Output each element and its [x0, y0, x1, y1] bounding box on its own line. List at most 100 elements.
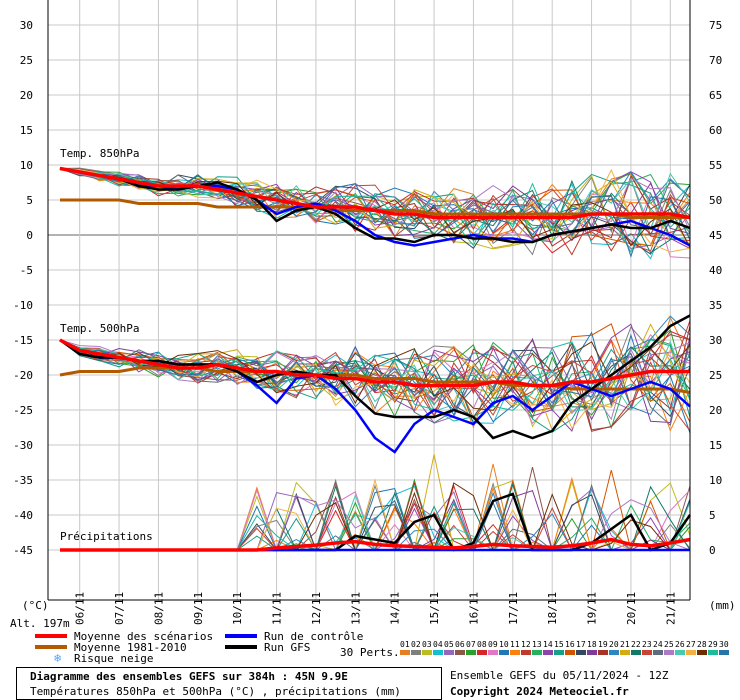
pert-legend-number: 19 [598, 640, 608, 649]
pert-legend-swatch [609, 650, 619, 655]
right-tick-label: 35 [709, 299, 722, 312]
x-date-label: 14/11 [389, 592, 402, 625]
legend-swatch-mean [35, 634, 67, 638]
legend-label-control: Run de contrôle [264, 630, 363, 643]
section-label-t500: Temp. 500hPa [60, 322, 139, 335]
right-tick-label: 65 [709, 89, 722, 102]
left-tick-label: 15 [20, 124, 33, 137]
left-tick-label: -40 [13, 509, 33, 522]
main-series [59, 166, 692, 552]
right-tick-label: 75 [709, 19, 722, 32]
section-label-t850: Temp. 850hPa [60, 147, 139, 160]
left-tick-label: 20 [20, 89, 33, 102]
right-tick-label: 55 [709, 159, 722, 172]
pert-legend-number: 13 [532, 640, 542, 649]
pert-legend-number: 08 [477, 640, 487, 649]
right-tick-label: 70 [709, 54, 722, 67]
right-tick-label: 40 [709, 264, 722, 277]
pert-legend-number: 03 [422, 640, 432, 649]
x-date-label: 07/11 [113, 592, 126, 625]
pert-legend-swatch [444, 650, 454, 655]
ensemble-run-label: Ensemble GEFS du 05/11/2024 - 12Z [450, 669, 669, 682]
pert-legend-swatch [576, 650, 586, 655]
legend-swatch-gfs [225, 645, 257, 649]
x-date-label: 08/11 [152, 592, 165, 625]
pert-legend-swatch [686, 650, 696, 655]
pert-legend-number: 29 [708, 640, 718, 649]
right-tick-label: 15 [709, 439, 722, 452]
right-axis-unit: (mm) [709, 599, 736, 612]
pert-legend-number: 18 [587, 640, 597, 649]
t500-climate-line [59, 366, 691, 394]
left-tick-label: -5 [20, 264, 33, 277]
pert-legend-swatch [554, 650, 564, 655]
left-tick-label: 25 [20, 54, 33, 67]
t500-gfs-line [59, 314, 691, 440]
pert-legend-number: 07 [466, 640, 476, 649]
pert-legend-swatch [675, 650, 685, 655]
altitude-label: Alt. 197m [10, 617, 70, 630]
left-tick-label: 0 [26, 229, 33, 242]
right-tick-label: 30 [709, 334, 722, 347]
pert-legend-number: 27 [686, 640, 696, 649]
pert-legend-swatch [620, 650, 630, 655]
pert-legend-number: 12 [521, 640, 531, 649]
pert-legend-number: 17 [576, 640, 586, 649]
pert-legend-swatch [466, 650, 476, 655]
pert-legend-swatch [488, 650, 498, 655]
pert-legend-swatch [433, 650, 443, 655]
right-tick-label: 0 [709, 544, 716, 557]
right-tick-label: 60 [709, 124, 722, 137]
pert-legend-number: 05 [444, 640, 454, 649]
pert-legend-number: 30 [719, 640, 729, 649]
pert-legend-number: 04 [433, 640, 443, 649]
x-date-label: 18/11 [546, 592, 559, 625]
legend-swatch-climate [35, 645, 67, 649]
left-tick-label: 5 [26, 194, 33, 207]
t500-mean-line [59, 338, 690, 388]
pert-legend-swatch [587, 650, 597, 655]
pert-legend-number: 09 [488, 640, 498, 649]
pert-legend-number: 26 [675, 640, 685, 649]
pert-legend-swatch [400, 650, 410, 655]
pert-legend-swatch [653, 650, 663, 655]
pert-legend-number: 28 [697, 640, 707, 649]
pert-legend-number: 10 [499, 640, 509, 649]
pert-legend-swatch [532, 650, 542, 655]
x-date-label: 11/11 [271, 592, 284, 625]
pert-legend-number: 21 [620, 640, 630, 649]
right-tick-label: 5 [709, 509, 716, 522]
pert-legend-swatch [598, 650, 608, 655]
pert-t500-line [59, 339, 691, 421]
legend-label-climate: Moyenne 1981-2010 [74, 641, 187, 654]
left-tick-label: -20 [13, 369, 33, 382]
x-date-label: 17/11 [507, 592, 520, 625]
pert-t500-line [59, 323, 691, 423]
legend: Moyenne des scénarios Moyenne 1981-2010 … [35, 630, 729, 665]
pert-legend-swatch [565, 650, 575, 655]
perturbation-runs [59, 167, 691, 552]
left-tick-label: -10 [13, 299, 33, 312]
right-tick-label: 45 [709, 229, 722, 242]
pert-legend-number: 20 [609, 640, 619, 649]
left-tick-label: -15 [13, 334, 33, 347]
pert-legend-swatch [719, 650, 729, 655]
pert-legend-swatch [455, 650, 465, 655]
section-label-precip: Précipitations [60, 530, 153, 543]
pert-t850-line [59, 168, 691, 231]
pert-legend-swatch [642, 650, 652, 655]
left-tick-label: 10 [20, 159, 33, 172]
pert-precip-line [60, 469, 690, 552]
legend-perts-label: 30 Perts. [340, 646, 400, 659]
pert-t850-line [59, 168, 691, 229]
x-date-label: 12/11 [310, 592, 323, 625]
chart-title-box: Diagramme des ensembles GEFS sur 384h : … [16, 667, 442, 700]
t850-mean-line [59, 166, 691, 220]
left-tick-label: 30 [20, 19, 33, 32]
pert-legend-swatch [422, 650, 432, 655]
perturbation-legend: 01 02 03 04 05 06 07 08 09 10 11 12 13 14 15 16 17 18 19 20… [400, 640, 729, 655]
pert-legend-number: 14 [543, 640, 553, 649]
t850-gfs-line [59, 167, 691, 244]
pert-legend-number: 16 [565, 640, 575, 649]
